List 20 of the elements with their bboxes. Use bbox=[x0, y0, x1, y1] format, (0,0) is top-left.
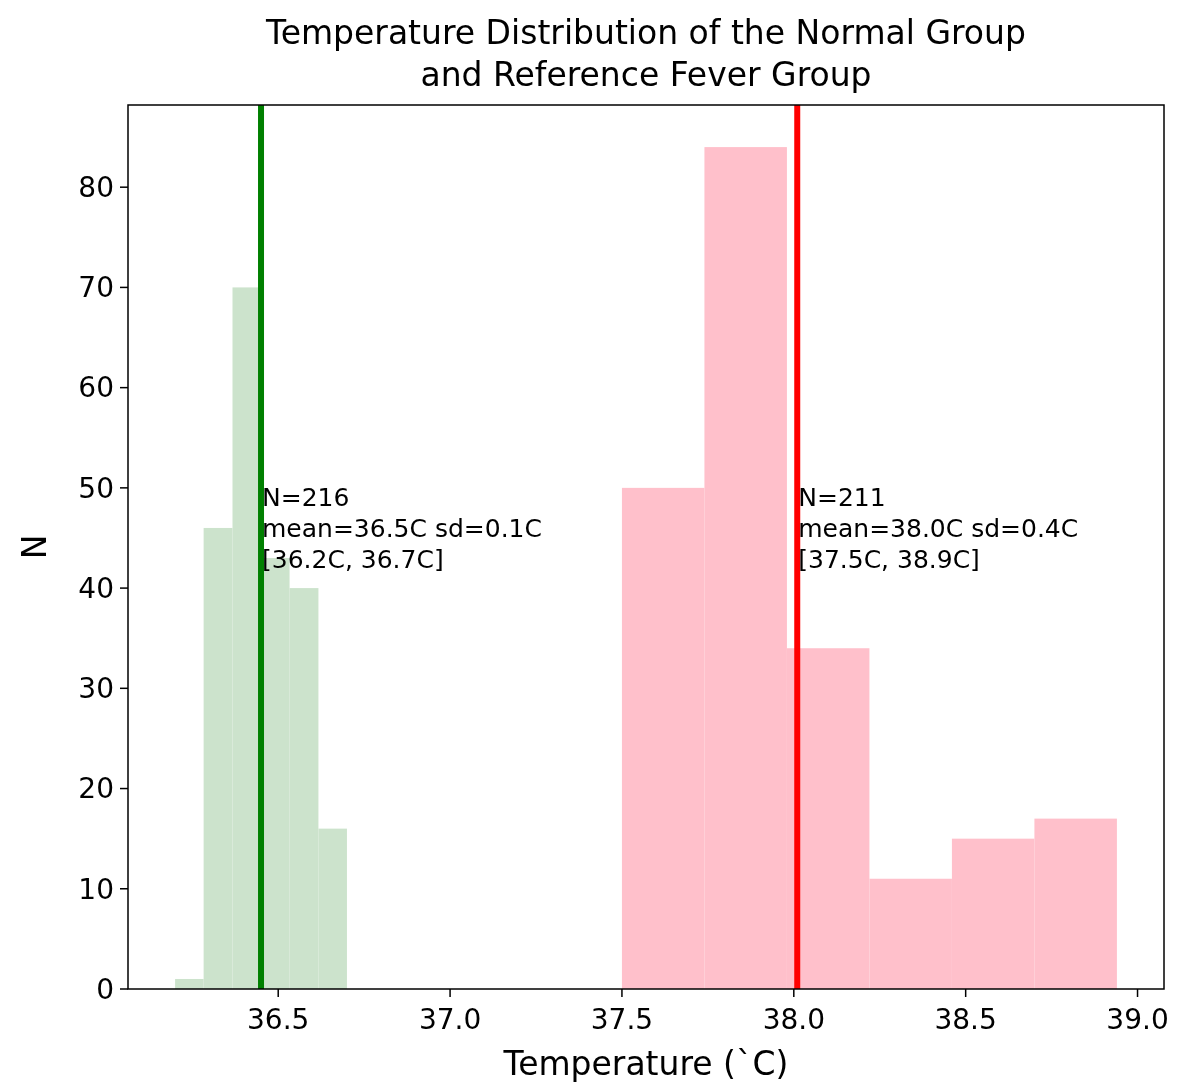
annotation: N=211 mean=38.0C sd=0.4C [37.5C, 38.9C] bbox=[798, 483, 1079, 575]
x-tick-label: 37.0 bbox=[418, 1003, 482, 1036]
chart-title: Temperature Distribution of the Normal Group and Reference Fever Group bbox=[265, 13, 1026, 94]
x-axis-title: Temperature (`C) bbox=[502, 1044, 789, 1083]
x-tick-label: 36.5 bbox=[247, 1003, 310, 1036]
annotation: N=216 mean=36.5C sd=0.1C [36.2C, 36.7C] bbox=[262, 483, 542, 575]
y-tick-label: 60 bbox=[78, 371, 114, 405]
y-tick-label: 30 bbox=[78, 672, 114, 706]
x-tick-label: 39.0 bbox=[1106, 1003, 1169, 1036]
x-tick-label: 38.5 bbox=[934, 1003, 997, 1036]
y-tick-label: 40 bbox=[78, 571, 114, 605]
y-tick-label: 80 bbox=[78, 170, 114, 204]
y-tick-label: 20 bbox=[78, 772, 114, 806]
x-tick-label: 37.5 bbox=[590, 1003, 654, 1036]
y-tick-label: 10 bbox=[78, 872, 114, 906]
y-tick-label: 70 bbox=[78, 271, 114, 305]
y-axis-title: N bbox=[15, 534, 54, 560]
y-tick-label: 0 bbox=[96, 972, 114, 1006]
y-tick-label: 50 bbox=[78, 471, 114, 505]
x-tick-label: 38.0 bbox=[762, 1003, 825, 1036]
